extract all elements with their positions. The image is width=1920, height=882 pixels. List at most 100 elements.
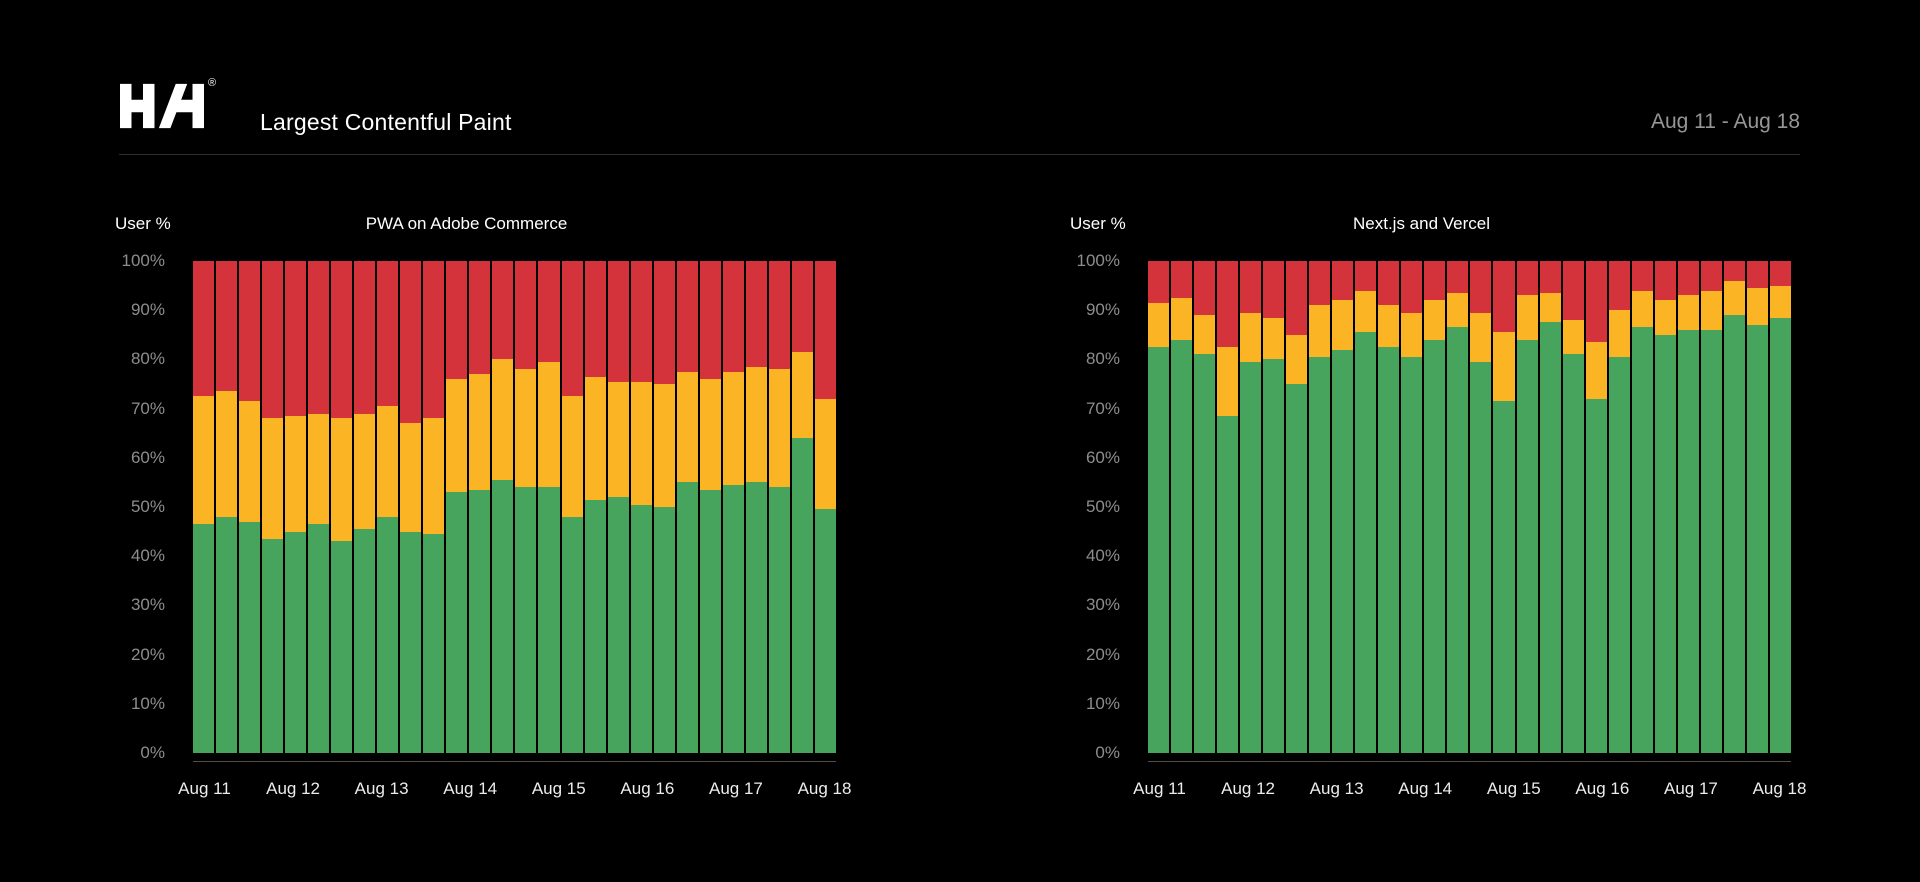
segment-poor [216, 261, 238, 392]
segment-poor [538, 261, 560, 362]
segment-needs-improvement [1562, 320, 1584, 355]
segment-good [607, 497, 629, 753]
stacked-bar [400, 261, 422, 753]
segment-poor [285, 261, 307, 416]
segment-good [400, 531, 422, 753]
chart-header: User % Next.js and Vercel [1052, 213, 1791, 261]
segment-needs-improvement [1585, 342, 1607, 399]
segment-good [1677, 329, 1699, 753]
segment-needs-improvement [1516, 295, 1538, 340]
segment-good [308, 524, 330, 753]
segment-poor [814, 261, 836, 399]
segment-poor [1746, 261, 1768, 289]
segment-needs-improvement [262, 418, 284, 539]
stacked-bar [1332, 261, 1354, 753]
segment-poor [1171, 261, 1193, 298]
stacked-bar [584, 261, 606, 753]
stacked-bar [538, 261, 560, 753]
segment-needs-improvement [308, 413, 330, 525]
stacked-bar [1769, 261, 1791, 753]
y-tick-label: 60% [130, 447, 165, 467]
segment-needs-improvement [1769, 285, 1791, 318]
stacked-bar [1585, 261, 1607, 753]
stacked-bar [1240, 261, 1262, 753]
stacked-bar [1447, 261, 1469, 753]
stacked-bar [768, 261, 790, 753]
y-tick-label: 20% [130, 644, 165, 664]
stacked-bar [1355, 261, 1377, 753]
stacked-bar [1516, 261, 1538, 753]
segment-poor [377, 261, 399, 407]
stacked-bar [814, 261, 836, 753]
segment-good [1286, 383, 1308, 753]
segment-poor [1700, 261, 1722, 291]
segment-poor [1470, 261, 1492, 313]
x-tick-label: Aug 16 [620, 779, 675, 798]
y-tick-label: 90% [130, 300, 165, 320]
page-title: Largest Contentful Paint [260, 109, 512, 135]
segment-needs-improvement [446, 379, 468, 493]
segment-poor [768, 261, 790, 370]
segment-good [653, 507, 675, 753]
segment-poor [262, 261, 284, 419]
segment-needs-improvement [1493, 332, 1515, 402]
segment-poor [1309, 261, 1331, 306]
x-tick-label: Aug 18 [1752, 779, 1807, 798]
segment-good [377, 516, 399, 753]
segment-needs-improvement [1424, 300, 1446, 340]
stacked-bar [1562, 261, 1584, 753]
x-tick-label: Aug 15 [531, 779, 586, 798]
y-tick-label: 70% [130, 398, 165, 418]
segment-poor [1654, 261, 1676, 301]
stacked-bar [699, 261, 721, 753]
segment-good [768, 487, 790, 753]
stacked-bar [285, 261, 307, 753]
segment-good [1171, 339, 1193, 753]
segment-good [1769, 317, 1791, 753]
y-axis-title: User % [115, 214, 171, 233]
segment-poor [722, 261, 744, 372]
stacked-bar [193, 261, 215, 753]
segment-needs-improvement [469, 374, 491, 490]
segment-poor [400, 261, 422, 424]
stacked-bar [239, 261, 261, 753]
segment-needs-improvement [1171, 297, 1193, 340]
segment-good [1332, 349, 1354, 753]
segment-needs-improvement [1355, 290, 1377, 333]
segment-poor [1447, 261, 1469, 293]
date-range: Aug 11 - Aug 18 [1650, 110, 1800, 133]
y-tick-label: 50% [1085, 497, 1120, 516]
y-tick-label: 50% [130, 497, 165, 516]
segment-needs-improvement [653, 384, 675, 507]
y-tick-label: 100% [1076, 251, 1120, 270]
y-tick-label: 10% [1085, 693, 1120, 713]
segment-needs-improvement [1677, 295, 1699, 330]
segment-good [216, 516, 238, 753]
segment-poor [630, 261, 652, 382]
stacked-bar [1424, 261, 1446, 753]
stacked-bar [561, 261, 583, 753]
segment-good [676, 482, 698, 753]
hh-logo-icon [120, 83, 204, 129]
segment-needs-improvement [1148, 302, 1170, 348]
segment-needs-improvement [607, 381, 629, 498]
stacked-bar [331, 261, 353, 753]
registered-trademark: ® [208, 77, 217, 89]
segment-good [1148, 347, 1170, 753]
segment-good [1217, 415, 1239, 753]
segment-poor [515, 261, 537, 370]
segment-good [239, 521, 261, 753]
segment-needs-improvement [814, 398, 836, 510]
x-tick-label: Aug 13 [1309, 779, 1364, 798]
y-tick-label: 70% [1085, 398, 1120, 418]
y-tick-label: 0% [1095, 743, 1120, 762]
segment-needs-improvement [699, 379, 721, 490]
stacked-bar [607, 261, 629, 753]
x-tick-label: Aug 14 [443, 779, 498, 798]
stacked-bar [492, 261, 514, 753]
segment-poor [239, 261, 261, 402]
segment-needs-improvement [630, 381, 652, 505]
segment-needs-improvement [1746, 288, 1768, 325]
segment-good [1723, 315, 1745, 753]
x-tick-label: Aug 11 [1133, 779, 1186, 798]
